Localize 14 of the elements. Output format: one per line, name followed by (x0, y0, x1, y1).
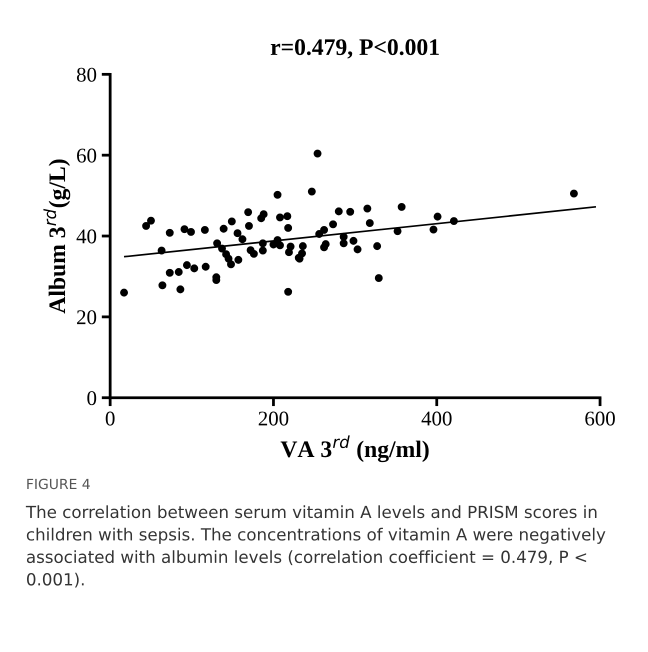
x-tick-label: 200 (258, 412, 288, 426)
x-axis-title: VA 3$^{rd}$ (ng/ml) (280, 435, 429, 462)
x-tick-label: 600 (585, 412, 615, 426)
y-axis-title: Album 3$^{rd}$(g/L) (43, 159, 70, 314)
y-tick-label: 20 (77, 310, 96, 324)
text: The correlation between serum vitamin A levels and PRISM scores in children with sepsis. The concentrations of vitamin A were negatively associated with albumin levels (correlation coefficient = 0.479, P < 0.001). (26, 505, 606, 588)
chart-title: r=0.479, P<0.001 (270, 39, 439, 59)
caption: FIGURE 4 (27, 478, 90, 490)
y-tick-label: 40 (76, 229, 96, 244)
y-tick-label: 60 (77, 148, 96, 163)
y-tick-label: 80 (76, 68, 96, 82)
x-tick-label: 400 (422, 412, 452, 426)
x-tick-label: 0 (106, 412, 115, 426)
y-tick-label: 0 (87, 391, 96, 406)
